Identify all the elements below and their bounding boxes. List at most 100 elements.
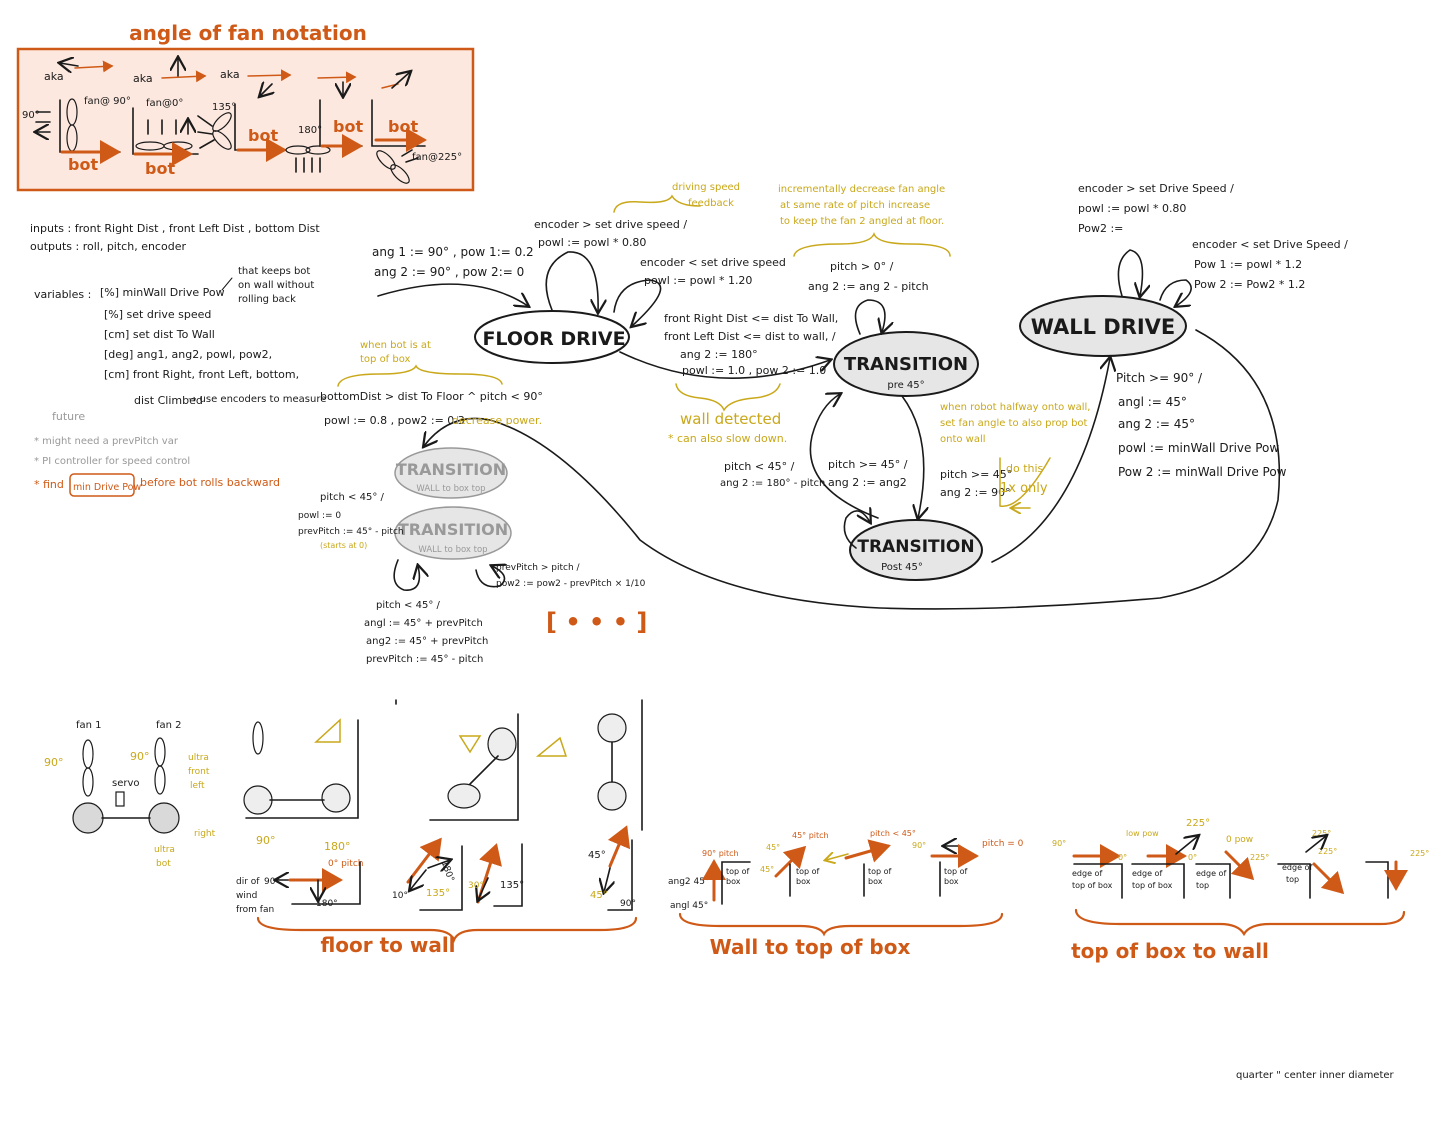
- wall-to-box-sketches: ang2 45° angl 45° 90° pitch top of box 4…: [668, 829, 1024, 911]
- box-b-label-2: pow2 := pow2 - prevPitch × 1/10: [496, 579, 646, 589]
- wall-detected-label: wall detected: [680, 410, 781, 428]
- tbw-0b: 0°: [1188, 853, 1197, 862]
- right-label: right: [194, 829, 216, 839]
- variable-1-note-2: on wall without: [238, 280, 314, 291]
- dir-wind-1: dir of: [236, 877, 260, 887]
- dir-wind-3: from fan: [236, 905, 274, 915]
- future-item-2: * PI controller for speed control: [34, 456, 190, 467]
- d180-label: 180°: [316, 899, 338, 909]
- ultra-bot-1: ultra: [154, 845, 175, 855]
- wtb-pitch0: pitch = 0: [982, 839, 1024, 849]
- top-box-cond-2: powl := 0.8 , pow2 := 0.3: [324, 414, 465, 427]
- wtb-topbox-1b: box: [726, 877, 741, 886]
- wtb-p45lt: pitch < 45°: [870, 829, 916, 838]
- wtb-topbox-4: top of: [944, 867, 968, 876]
- wtb-topbox-4b: box: [944, 877, 959, 886]
- fan-90-label: fan@ 90°: [84, 96, 131, 107]
- definitions-block: inputs : front Right Dist , front Left D…: [30, 222, 326, 497]
- driving-feedback-label-1: driving speed: [672, 182, 740, 193]
- notation-title: angle of fan notation: [129, 21, 367, 45]
- tbw-0pow: 0 pow: [1226, 835, 1253, 845]
- state-transition-box-1-sub: WALL to box top: [416, 484, 485, 494]
- tbw-edge-c2: top: [1196, 881, 1209, 890]
- fan-225-label: fan@225°: [412, 152, 462, 163]
- f2w-0pitch: 0° pitch: [328, 859, 363, 869]
- wtb-topbox-2b: box: [796, 877, 811, 886]
- d180b-label: 180°: [439, 859, 456, 883]
- variable-1-note-1: that keeps bot: [238, 266, 310, 277]
- future-item-3-post: before bot rolls backward: [140, 476, 280, 489]
- variable-6: dist Climbed: [134, 394, 203, 407]
- box-c-label-3: ang2 := 45° + prevPitch: [366, 636, 488, 647]
- future-item-3-box: min Drive Pow: [73, 482, 141, 493]
- tbw-edge-b2: top of box: [1132, 881, 1173, 890]
- d10-label: 10°: [392, 891, 408, 901]
- state-wall-drive-label: WALL DRIVE: [1031, 315, 1176, 339]
- section-braces: floor to wall Wall to top of box top of …: [256, 908, 1406, 963]
- front-wall-label-3: ang 2 := 180°: [680, 348, 758, 361]
- front-wall-label-2: front Left Dist <= dist to wall, /: [664, 330, 836, 343]
- angle-90-right: 90°: [130, 750, 150, 763]
- halfway-note-2: set fan angle to also prop bot: [940, 418, 1088, 429]
- state-transition-box-1-label: TRANSITION: [396, 460, 506, 479]
- halfway-note-3: onto wall: [940, 434, 986, 445]
- aka-label-3: aka: [220, 68, 240, 81]
- future-label: future: [52, 410, 85, 423]
- d30-label: 30°: [468, 881, 484, 891]
- pre-back-label-1: pitch < 45° /: [724, 460, 795, 473]
- tbw-edge-b1: edge of: [1132, 869, 1162, 878]
- state-transition-box-2: [394, 506, 512, 560]
- variable-1-note-3: rolling back: [238, 294, 296, 305]
- bot-label-4: bot: [333, 117, 363, 136]
- state-transition-post-label: TRANSITION: [857, 537, 974, 557]
- tbw-225c: 225°: [1312, 829, 1331, 838]
- incremental-note-1: incrementally decrease fan angle: [778, 184, 945, 195]
- pre-self-label-2: ang 2 := ang 2 - pitch: [808, 280, 929, 293]
- front-wall-label-1: front Right Dist <= dist To Wall,: [664, 312, 838, 325]
- encoder-up-label-1: encoder > set drive speed /: [534, 218, 687, 231]
- angle-135-label: 135°: [212, 102, 236, 113]
- box-c-label-4: prevPitch := 45° - pitch: [366, 654, 483, 665]
- outputs-text: outputs : roll, pitch, encoder: [30, 240, 186, 253]
- wtb-45b: 45°: [760, 865, 774, 874]
- ultra-bot-2: bot: [156, 859, 171, 869]
- wtb-45pitch: 45° pitch: [792, 831, 829, 840]
- wall-in-label-3: ang 2 := 45°: [1118, 417, 1195, 431]
- f2w-180: 180°: [324, 840, 351, 853]
- wall-down-label-1: encoder < set Drive Speed /: [1192, 238, 1348, 251]
- tbw-edge-a2: top of box: [1072, 881, 1113, 890]
- angle-180-label: 180°: [298, 125, 322, 136]
- ultra-front-left-1: ultra: [188, 753, 209, 763]
- state-floor-drive-label: FLOOR DRIVE: [482, 328, 625, 350]
- wtb-90pitch: 90° pitch: [702, 849, 739, 858]
- footer-note: quarter " center inner diameter: [1236, 1070, 1395, 1081]
- bot-label-5: bot: [388, 117, 418, 136]
- ultra-front-left-3: left: [190, 781, 205, 791]
- slow-down-label: * can also slow down.: [668, 432, 787, 445]
- aka-label-1: aka: [44, 70, 64, 83]
- tbw-edge-d2: top: [1286, 875, 1299, 884]
- d45b-label: 45°: [590, 890, 608, 901]
- bot-label-2: bot: [145, 159, 175, 178]
- box-a-label-2: powl := 0: [298, 511, 341, 521]
- f2w-90: 90°: [256, 834, 276, 847]
- future-item-3-pre: * find: [34, 478, 64, 491]
- wtb-45a: 45°: [766, 843, 780, 852]
- pre-fwd-label-1: pitch >= 45° /: [828, 458, 908, 471]
- variable-4: [deg] ang1, ang2, powl, pow2,: [104, 348, 272, 361]
- angle-90-left: 90°: [44, 756, 64, 769]
- tbw-225d: 225°: [1318, 847, 1337, 856]
- box-b-label-1: prevPitch > pitch /: [496, 563, 581, 573]
- tbw-edge-d1: edge of: [1282, 863, 1312, 872]
- wall-in-label-2: angl := 45°: [1118, 395, 1187, 409]
- state-transition-box-1: [394, 447, 508, 499]
- state-transition-pre-sub: pre 45°: [887, 380, 924, 391]
- incremental-note-2: at same rate of pitch increase: [780, 200, 930, 211]
- wall-in-label-4: powl := minWall Drive Pow: [1118, 441, 1279, 455]
- dir-wind-2: wind: [236, 891, 257, 901]
- do-this-note-2: 1x only: [1000, 481, 1048, 496]
- fan-0-label: fan@0°: [146, 98, 183, 109]
- box-c-label-2: angl := 45° + prevPitch: [364, 618, 483, 629]
- wall-down-label-2: Pow 1 := powl * 1.2: [1194, 258, 1302, 271]
